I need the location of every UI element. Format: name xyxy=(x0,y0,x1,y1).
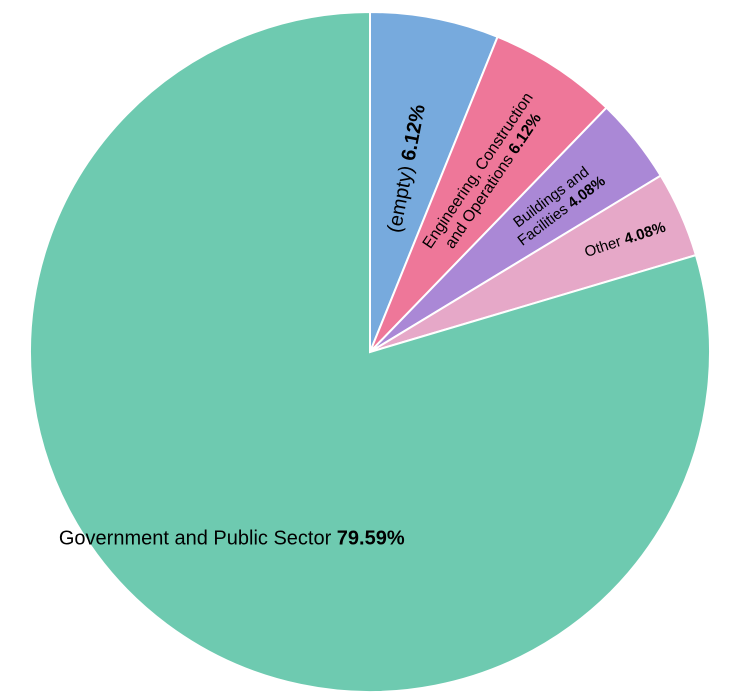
slice-value-label: 79.59% xyxy=(337,527,405,549)
pie-slice-1[interactable] xyxy=(369,35,608,353)
slice-label-text: Government and Public Sector xyxy=(59,527,337,549)
pie-slice-label-4: Government and Public Sector 79.59% xyxy=(59,527,405,549)
pie-slice-0[interactable] xyxy=(369,10,499,353)
pie-slices xyxy=(29,10,711,693)
pie-slice-4[interactable] xyxy=(29,10,711,693)
